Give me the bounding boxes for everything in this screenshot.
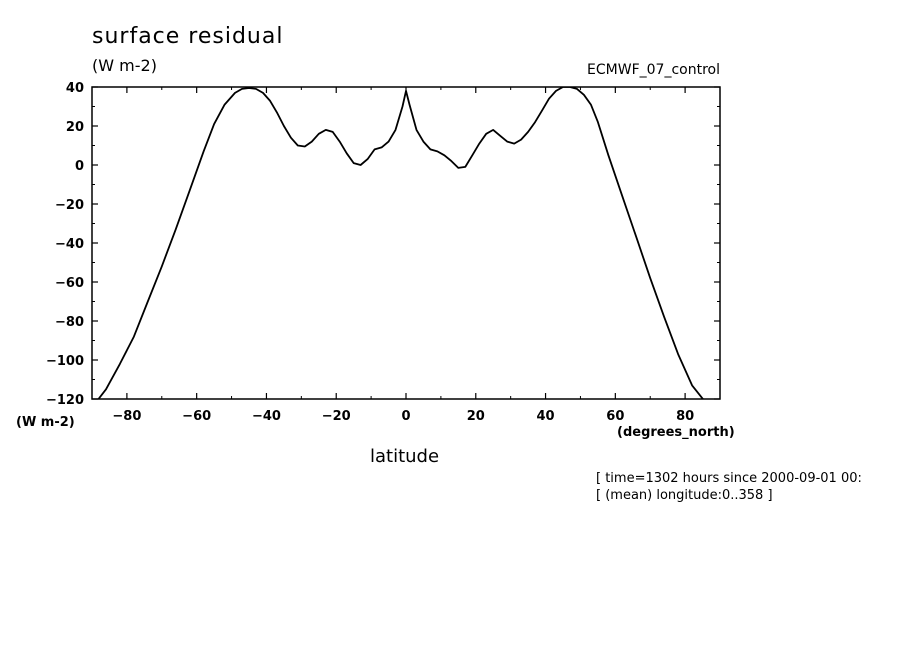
y-tick-label: 40: [66, 81, 84, 96]
y-tick-label: 20: [66, 120, 84, 135]
title-units: (W m-2): [92, 56, 157, 75]
time-info: [ time=1302 hours since 2000-09-01 00:: [596, 471, 862, 486]
x-tick-label: 20: [467, 409, 485, 424]
x-tick-label: 80: [676, 409, 694, 424]
run-label: ECMWF_07_control: [587, 62, 720, 78]
y-axis-units: (W m-2): [16, 415, 75, 430]
x-tick-label: −80: [112, 409, 141, 424]
x-tick-label: −60: [182, 409, 211, 424]
x-tick-label: 40: [537, 409, 555, 424]
y-tick-label: −100: [46, 354, 84, 369]
y-tick-label: −40: [55, 237, 84, 252]
x-tick-label: 60: [606, 409, 624, 424]
y-tick-label: −20: [55, 198, 84, 213]
x-axis-units: (degrees_north): [617, 425, 735, 440]
x-tick-label: −40: [252, 409, 281, 424]
x-axis-label: latitude: [370, 446, 440, 467]
series-line: [97, 87, 705, 399]
chart-title: surface residual: [92, 24, 284, 49]
y-tick-label: −120: [46, 393, 84, 408]
y-tick-label: −80: [55, 315, 84, 330]
longitude-info: [ (mean) longitude:0..358 ]: [596, 488, 773, 503]
x-tick-label: 0: [401, 409, 410, 424]
plot-frame: [91, 86, 721, 400]
y-tick-label: −60: [55, 276, 84, 291]
x-tick-label: −20: [322, 409, 351, 424]
y-tick-label: 0: [75, 159, 84, 174]
